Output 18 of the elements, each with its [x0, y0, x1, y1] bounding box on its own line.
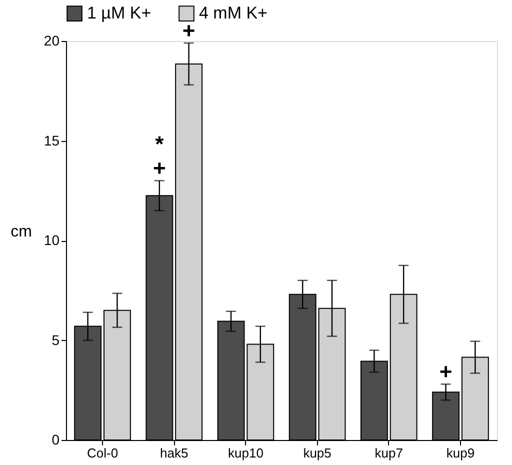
annotation: + [152, 156, 166, 181]
x-tick-label: kup7 [374, 446, 403, 460]
y-tick-label: 5 [52, 332, 60, 348]
x-tick-label: kup10 [228, 446, 264, 460]
y-tick-label: 20 [44, 32, 60, 48]
legend-label: 4 mM K+ [199, 4, 268, 23]
y-tick-label: 0 [52, 432, 60, 448]
annotation: + [439, 359, 452, 384]
y-tick-label: 15 [44, 132, 60, 148]
x-tick-label: hak5 [160, 446, 188, 460]
annotation: + [182, 18, 196, 43]
y-axis-title: cm [10, 224, 32, 240]
x-tick-label: kup9 [446, 446, 475, 460]
annotation: * [155, 132, 164, 157]
legend-label: 1 µM K+ [87, 4, 152, 23]
x-tick-label: kup5 [303, 446, 332, 460]
y-tick-label: 10 [44, 232, 60, 248]
x-tick-label: Col-0 [86, 446, 118, 460]
